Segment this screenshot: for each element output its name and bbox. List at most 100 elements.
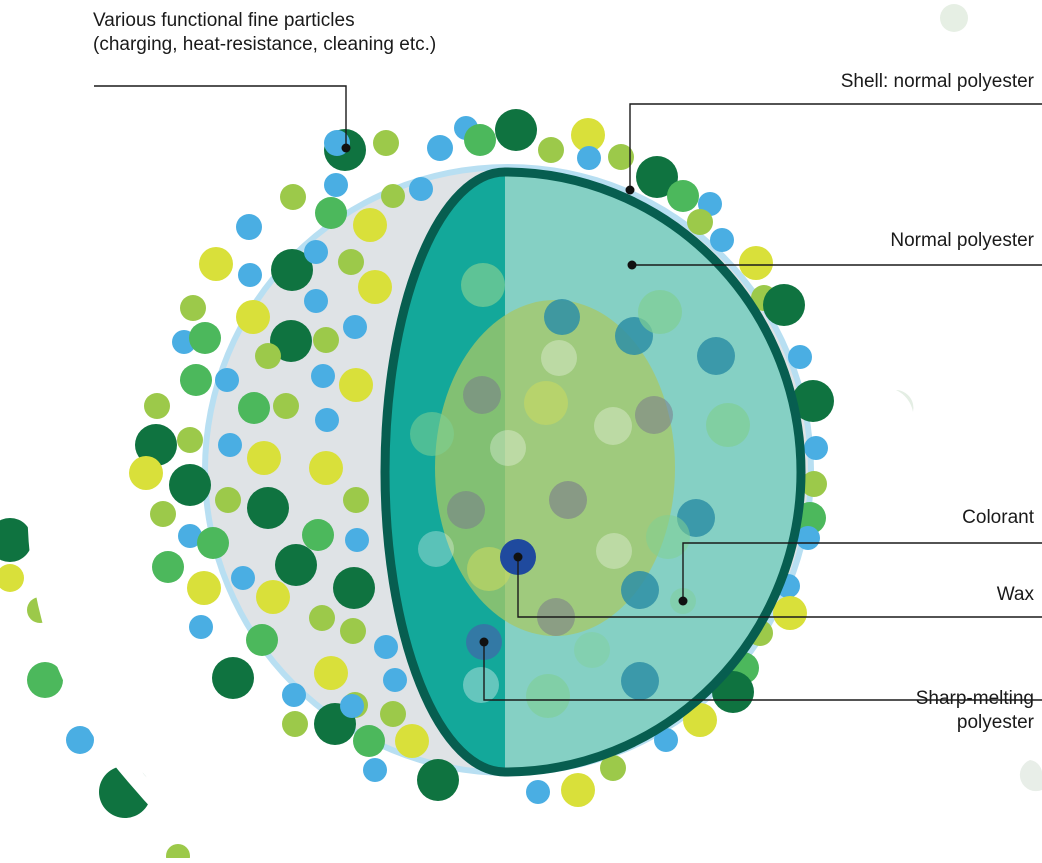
surface-particle [315,408,339,432]
surface-particle [464,124,496,156]
label-fine-particles-line2: (charging, heat-resistance, cleaning etc… [93,34,437,55]
surface-particle [538,137,564,163]
surface-particle [763,284,805,326]
inner-particle [541,340,577,376]
inner-particle [463,667,499,703]
core-cutaway [380,167,806,777]
surface-particle [804,436,828,460]
surface-particle [801,471,827,497]
inner-particle [526,674,570,718]
surface-particle [169,464,211,506]
label-shell: Shell: normal polyester [840,71,1034,92]
leader-particles [94,85,347,148]
surface-particle [180,295,206,321]
inner-particle [621,571,659,609]
surface-particle [247,441,281,475]
surface-particle [600,755,626,781]
surface-particle [314,656,348,690]
surface-particle [339,368,373,402]
inner-particle [638,290,682,334]
surface-particle [236,300,270,334]
shell-outline [380,167,806,777]
surface-particle [273,393,299,419]
inner-particle [490,430,526,466]
inner-particle [461,263,505,307]
inner-particle [621,662,659,700]
surface-particle [577,146,601,170]
surface-particle [129,456,163,490]
surface-particle [238,392,270,424]
surface-particle [683,703,717,737]
surface-particle [256,580,290,614]
surface-particle [796,526,820,550]
surface-particle [189,615,213,639]
surface-particle [212,657,254,699]
leader-colorant [517,557,1042,618]
inner-particle [706,403,750,447]
surface-particle [792,380,834,422]
inner-particle [549,481,587,519]
leader-wax [682,542,1042,601]
inner-particle [596,533,632,569]
surface-particle [381,184,405,208]
inner-particle [418,531,454,567]
leader-dots [341,143,688,647]
surface-particle [304,289,328,313]
surface-particle [178,524,202,548]
surface-particle [218,433,242,457]
surface-particle [304,240,328,264]
surface-particle [144,393,170,419]
surface-particle [395,724,429,758]
surface-particle [333,567,375,609]
inner-particle [463,376,501,414]
label-sharp-line1: Sharp-melting [915,688,1034,709]
surface-particle [687,209,713,235]
surface-particle [313,327,339,353]
surface-particle [199,247,233,281]
inner-particle [646,515,690,559]
surface-particle [324,173,348,197]
surface-particle [636,156,678,198]
surface-particle [340,618,366,644]
bg-dot [940,4,968,32]
surface-particle [177,427,203,453]
surface-particle [311,364,335,388]
surface-particles [129,109,834,807]
inner-particle [447,491,485,529]
surface-particle [526,780,550,804]
surface-particle [667,180,699,212]
label-colorant: Colorant [962,507,1034,528]
inner-particles [410,263,750,718]
leader-sharp [483,642,1042,701]
surface-particle [255,343,281,369]
surface-particle [302,519,334,551]
surface-particle [739,246,773,280]
surface-particle [282,683,306,707]
surface-particle [383,668,407,692]
label-sharp-melting-polyester: Sharp-melting polyester [916,687,1034,735]
surface-particle [608,144,634,170]
inner-particle [635,396,673,434]
surface-particle [150,501,176,527]
surface-particle [152,551,184,583]
surface-particle [571,118,605,152]
surface-particle [417,759,459,801]
surface-particle [246,624,278,656]
surface-particle [363,758,387,782]
label-normal-polyester: Normal polyester [890,230,1034,251]
surface-particle [561,773,595,807]
surface-particle [338,249,364,275]
surface-particle [180,364,212,396]
surface-particle [189,322,221,354]
surface-particle [380,701,406,727]
label-fine-particles-line1: Various functional fine particles [93,10,355,31]
surface-particle [358,270,392,304]
surface-particle [343,487,369,513]
surface-particle [654,728,678,752]
surface-particle [315,197,347,229]
surface-particle [710,228,734,252]
surface-particle [275,544,317,586]
surface-particle [280,184,306,210]
